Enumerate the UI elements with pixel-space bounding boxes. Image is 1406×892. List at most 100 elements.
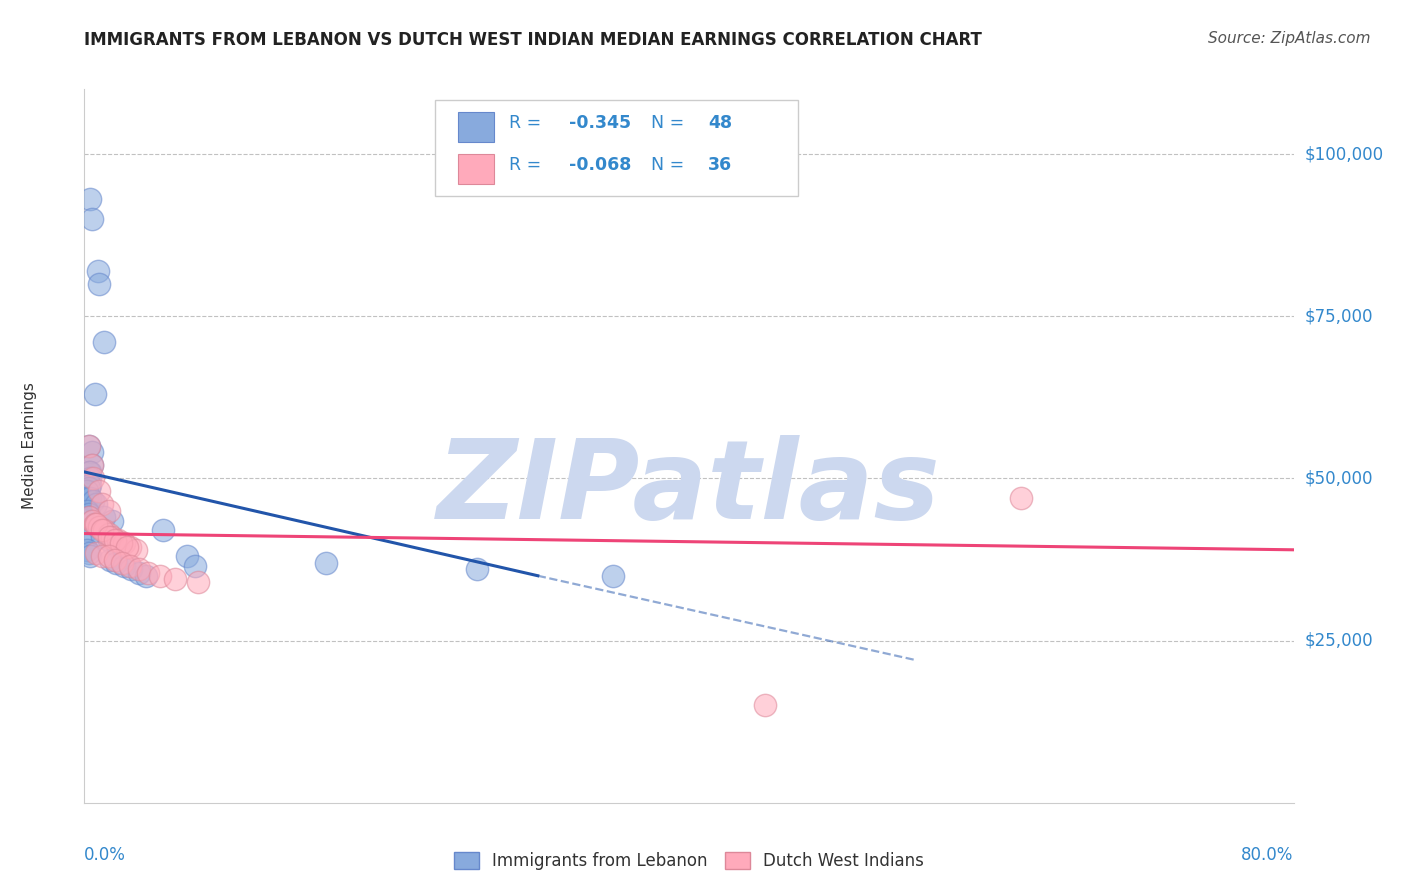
Point xyxy=(77,510,100,524)
Point xyxy=(76,484,98,499)
Point xyxy=(91,497,114,511)
Point xyxy=(86,546,108,560)
Point xyxy=(149,568,172,582)
Point xyxy=(104,552,127,566)
Point xyxy=(97,526,120,541)
Point xyxy=(104,533,127,547)
Bar xyxy=(458,153,495,184)
Text: Source: ZipAtlas.com: Source: ZipAtlas.com xyxy=(1208,31,1371,46)
Point xyxy=(76,524,98,538)
Point xyxy=(128,562,150,576)
Point xyxy=(152,524,174,538)
Point xyxy=(100,536,122,550)
Point xyxy=(89,520,111,534)
Point xyxy=(77,481,100,495)
Point xyxy=(77,465,100,479)
Point xyxy=(112,536,135,550)
Point xyxy=(84,516,107,531)
Point xyxy=(79,465,101,479)
Point xyxy=(91,549,114,564)
Point xyxy=(97,530,120,544)
Point xyxy=(77,526,100,541)
Point xyxy=(97,504,120,518)
Point xyxy=(118,540,141,554)
Point xyxy=(163,572,186,586)
Point xyxy=(91,524,114,538)
Point xyxy=(98,552,121,566)
Point xyxy=(100,514,122,528)
Point xyxy=(93,335,115,350)
FancyBboxPatch shape xyxy=(434,100,797,196)
Text: -0.068: -0.068 xyxy=(569,156,631,174)
Text: ZIPatlas: ZIPatlas xyxy=(437,435,941,542)
Text: -0.345: -0.345 xyxy=(569,113,631,132)
Point xyxy=(315,556,337,570)
Point xyxy=(176,549,198,564)
Point xyxy=(115,540,138,554)
Point xyxy=(183,559,205,574)
Text: 36: 36 xyxy=(709,156,733,174)
Point xyxy=(82,471,104,485)
Point xyxy=(79,491,101,505)
Point xyxy=(84,387,107,401)
Text: $50,000: $50,000 xyxy=(1305,469,1374,487)
Point xyxy=(82,494,104,508)
Point xyxy=(79,471,101,485)
Text: $75,000: $75,000 xyxy=(1305,307,1374,326)
Point xyxy=(97,549,120,564)
Point xyxy=(80,211,103,226)
Point xyxy=(467,562,489,576)
Text: N =: N = xyxy=(651,156,690,174)
Point xyxy=(100,530,122,544)
Point xyxy=(107,533,129,547)
Text: R =: R = xyxy=(509,156,547,174)
Point xyxy=(79,193,101,207)
Point xyxy=(107,540,129,554)
Point xyxy=(125,542,148,557)
Text: Median Earnings: Median Earnings xyxy=(22,383,38,509)
Text: 48: 48 xyxy=(709,113,733,132)
Point xyxy=(111,556,134,570)
Point xyxy=(76,491,98,505)
Point xyxy=(86,497,108,511)
Point xyxy=(80,458,103,473)
Text: $100,000: $100,000 xyxy=(1305,145,1384,163)
Legend: Immigrants from Lebanon, Dutch West Indians: Immigrants from Lebanon, Dutch West Indi… xyxy=(447,845,931,877)
Point xyxy=(80,458,103,473)
Point xyxy=(76,504,98,518)
Text: $25,000: $25,000 xyxy=(1305,632,1374,649)
Text: IMMIGRANTS FROM LEBANON VS DUTCH WEST INDIAN MEDIAN EARNINGS CORRELATION CHART: IMMIGRANTS FROM LEBANON VS DUTCH WEST IN… xyxy=(84,31,983,49)
Point xyxy=(754,698,776,713)
Point xyxy=(136,566,159,580)
Point xyxy=(118,559,141,574)
Point xyxy=(77,510,100,524)
Bar xyxy=(458,112,495,142)
Point xyxy=(112,559,135,574)
Point xyxy=(602,568,624,582)
Point xyxy=(77,546,100,560)
Point xyxy=(76,542,98,557)
Point xyxy=(135,568,157,582)
Point xyxy=(91,530,114,544)
Text: N =: N = xyxy=(651,113,690,132)
Point xyxy=(87,520,110,534)
Point xyxy=(87,264,110,278)
Point xyxy=(79,478,101,492)
Text: 0.0%: 0.0% xyxy=(84,846,127,863)
Point xyxy=(80,445,103,459)
Point xyxy=(89,484,111,499)
Point xyxy=(93,524,115,538)
Point xyxy=(128,566,150,580)
Text: R =: R = xyxy=(509,113,547,132)
Point xyxy=(84,516,107,531)
Point xyxy=(80,514,103,528)
Point xyxy=(77,439,100,453)
Point xyxy=(105,556,128,570)
Point xyxy=(86,516,108,531)
Point xyxy=(79,549,101,564)
Point xyxy=(187,575,209,590)
Point xyxy=(77,507,100,521)
Text: 80.0%: 80.0% xyxy=(1241,846,1294,863)
Point xyxy=(77,439,100,453)
Point xyxy=(80,514,103,528)
